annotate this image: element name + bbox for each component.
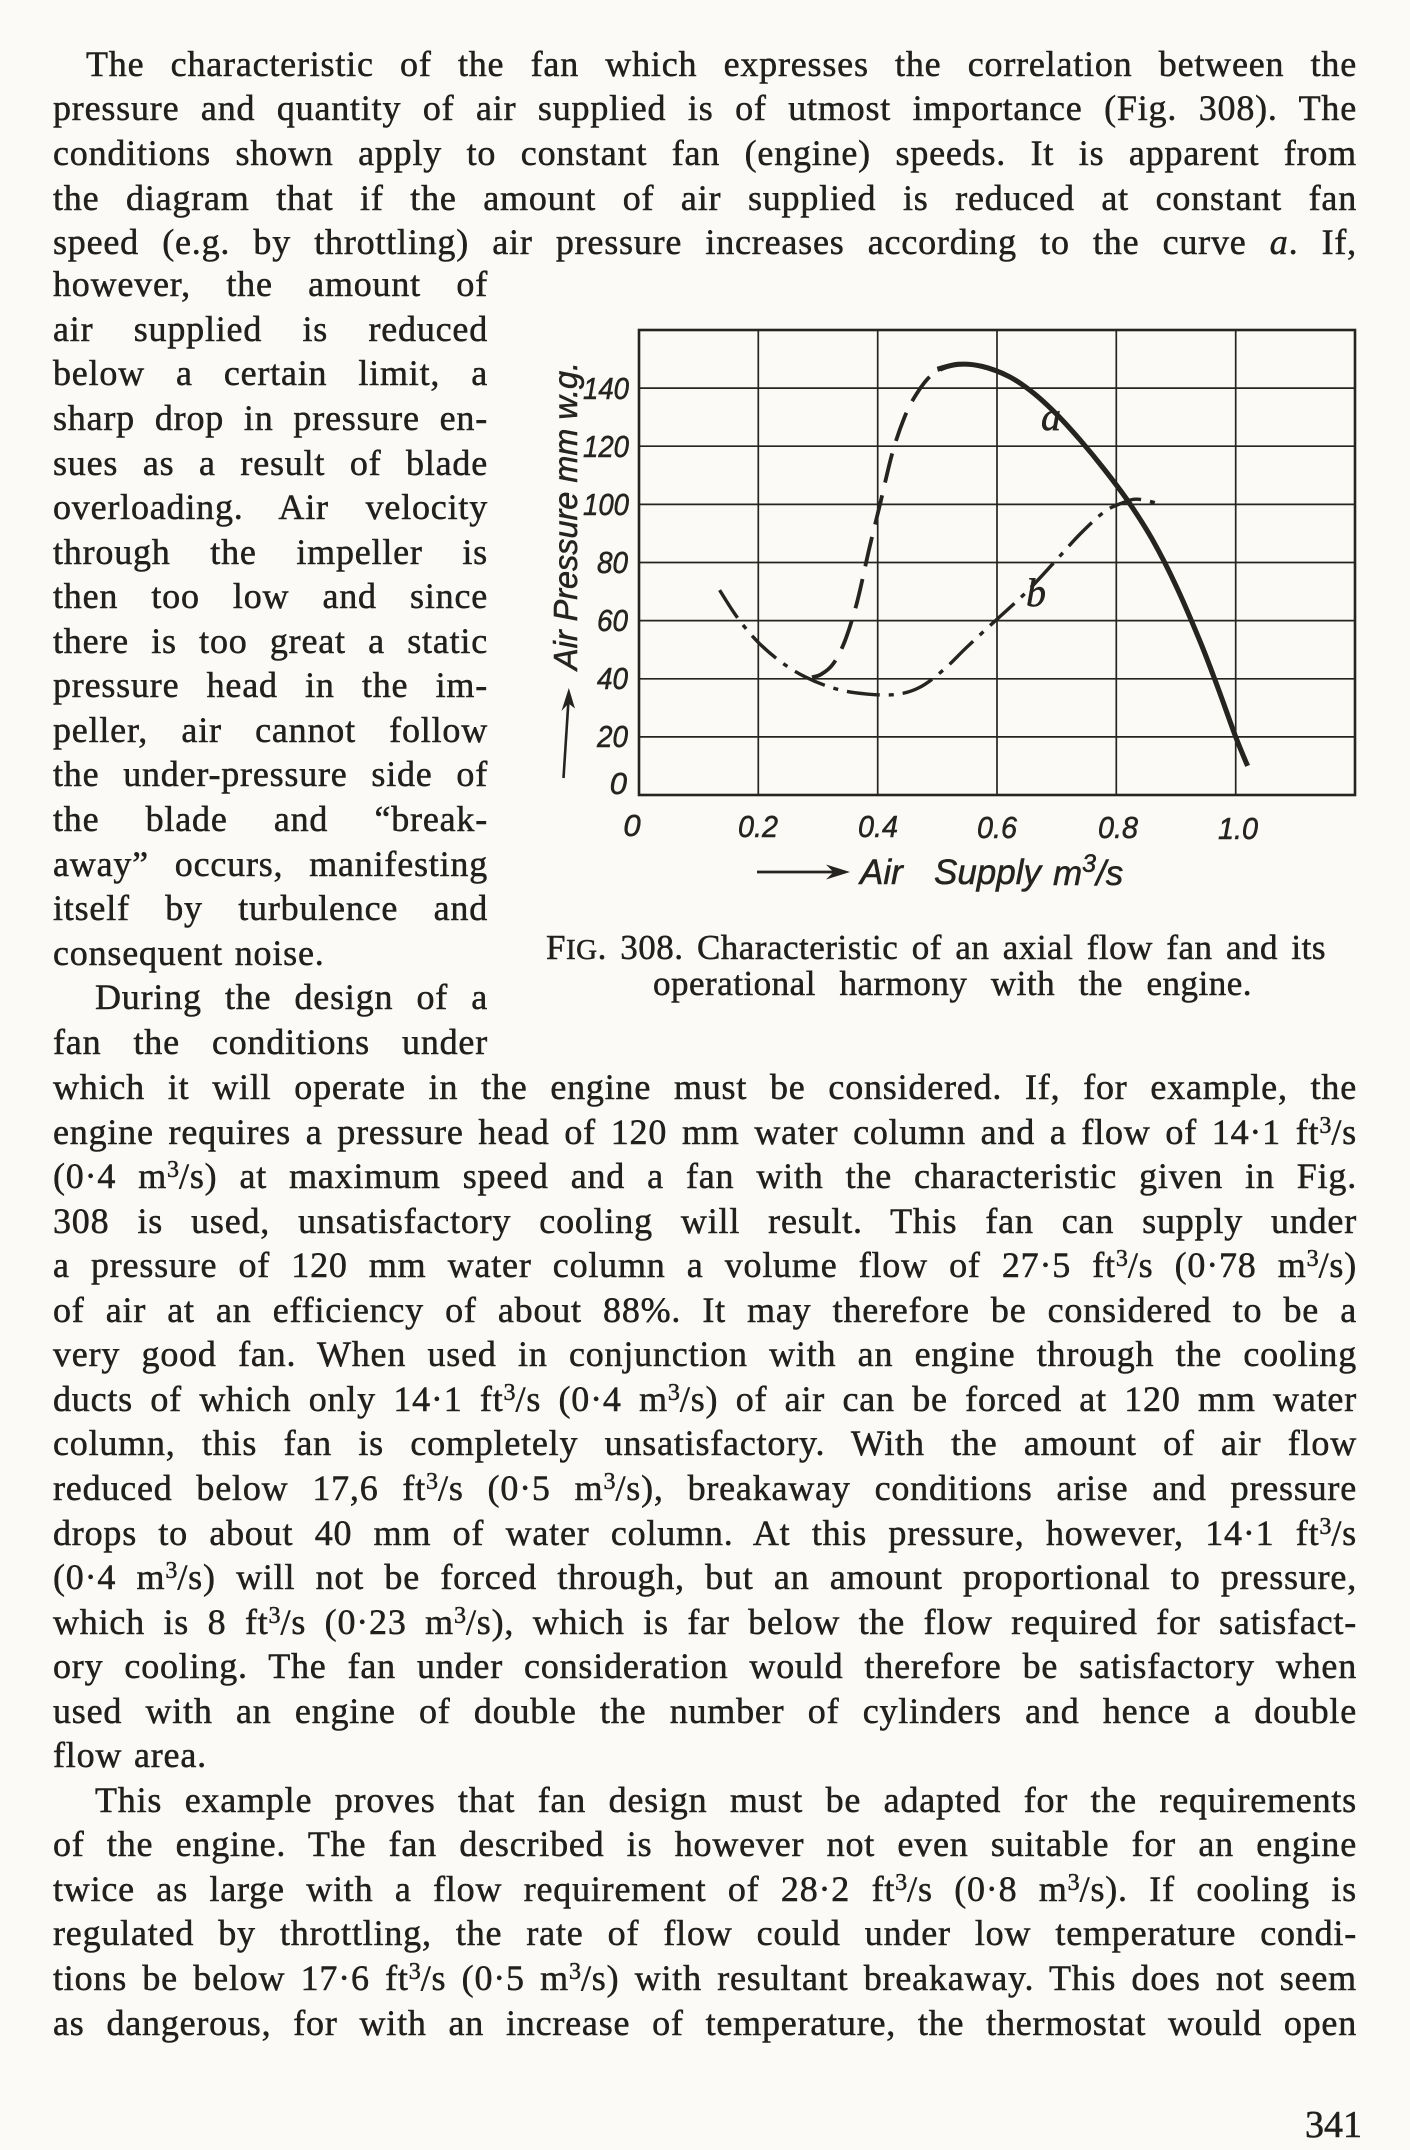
svg-text:0.4: 0.4 (858, 809, 898, 844)
svg-text:40: 40 (597, 661, 628, 696)
svg-text:60: 60 (597, 603, 628, 638)
svg-text:Air Pressure mm w.g.: Air Pressure mm w.g. (547, 362, 584, 672)
svg-text:140: 140 (583, 371, 629, 406)
svg-text:b: b (1026, 570, 1046, 615)
svg-text:20: 20 (596, 719, 628, 754)
svg-text:m3/s: m3/s (1053, 850, 1123, 893)
svg-text:Supply: Supply (934, 853, 1044, 892)
svg-text:0: 0 (623, 808, 640, 843)
svg-text:100: 100 (583, 487, 629, 522)
svg-text:a: a (1041, 394, 1061, 439)
svg-text:120: 120 (583, 429, 629, 464)
svg-text:1.0: 1.0 (1218, 811, 1258, 846)
svg-text:0.6: 0.6 (977, 810, 1018, 845)
svg-text:0.2: 0.2 (738, 809, 778, 844)
svg-text:Air: Air (858, 853, 904, 892)
svg-text:0.8: 0.8 (1098, 810, 1139, 845)
svg-text:80: 80 (597, 545, 628, 580)
svg-text:0: 0 (610, 766, 627, 801)
